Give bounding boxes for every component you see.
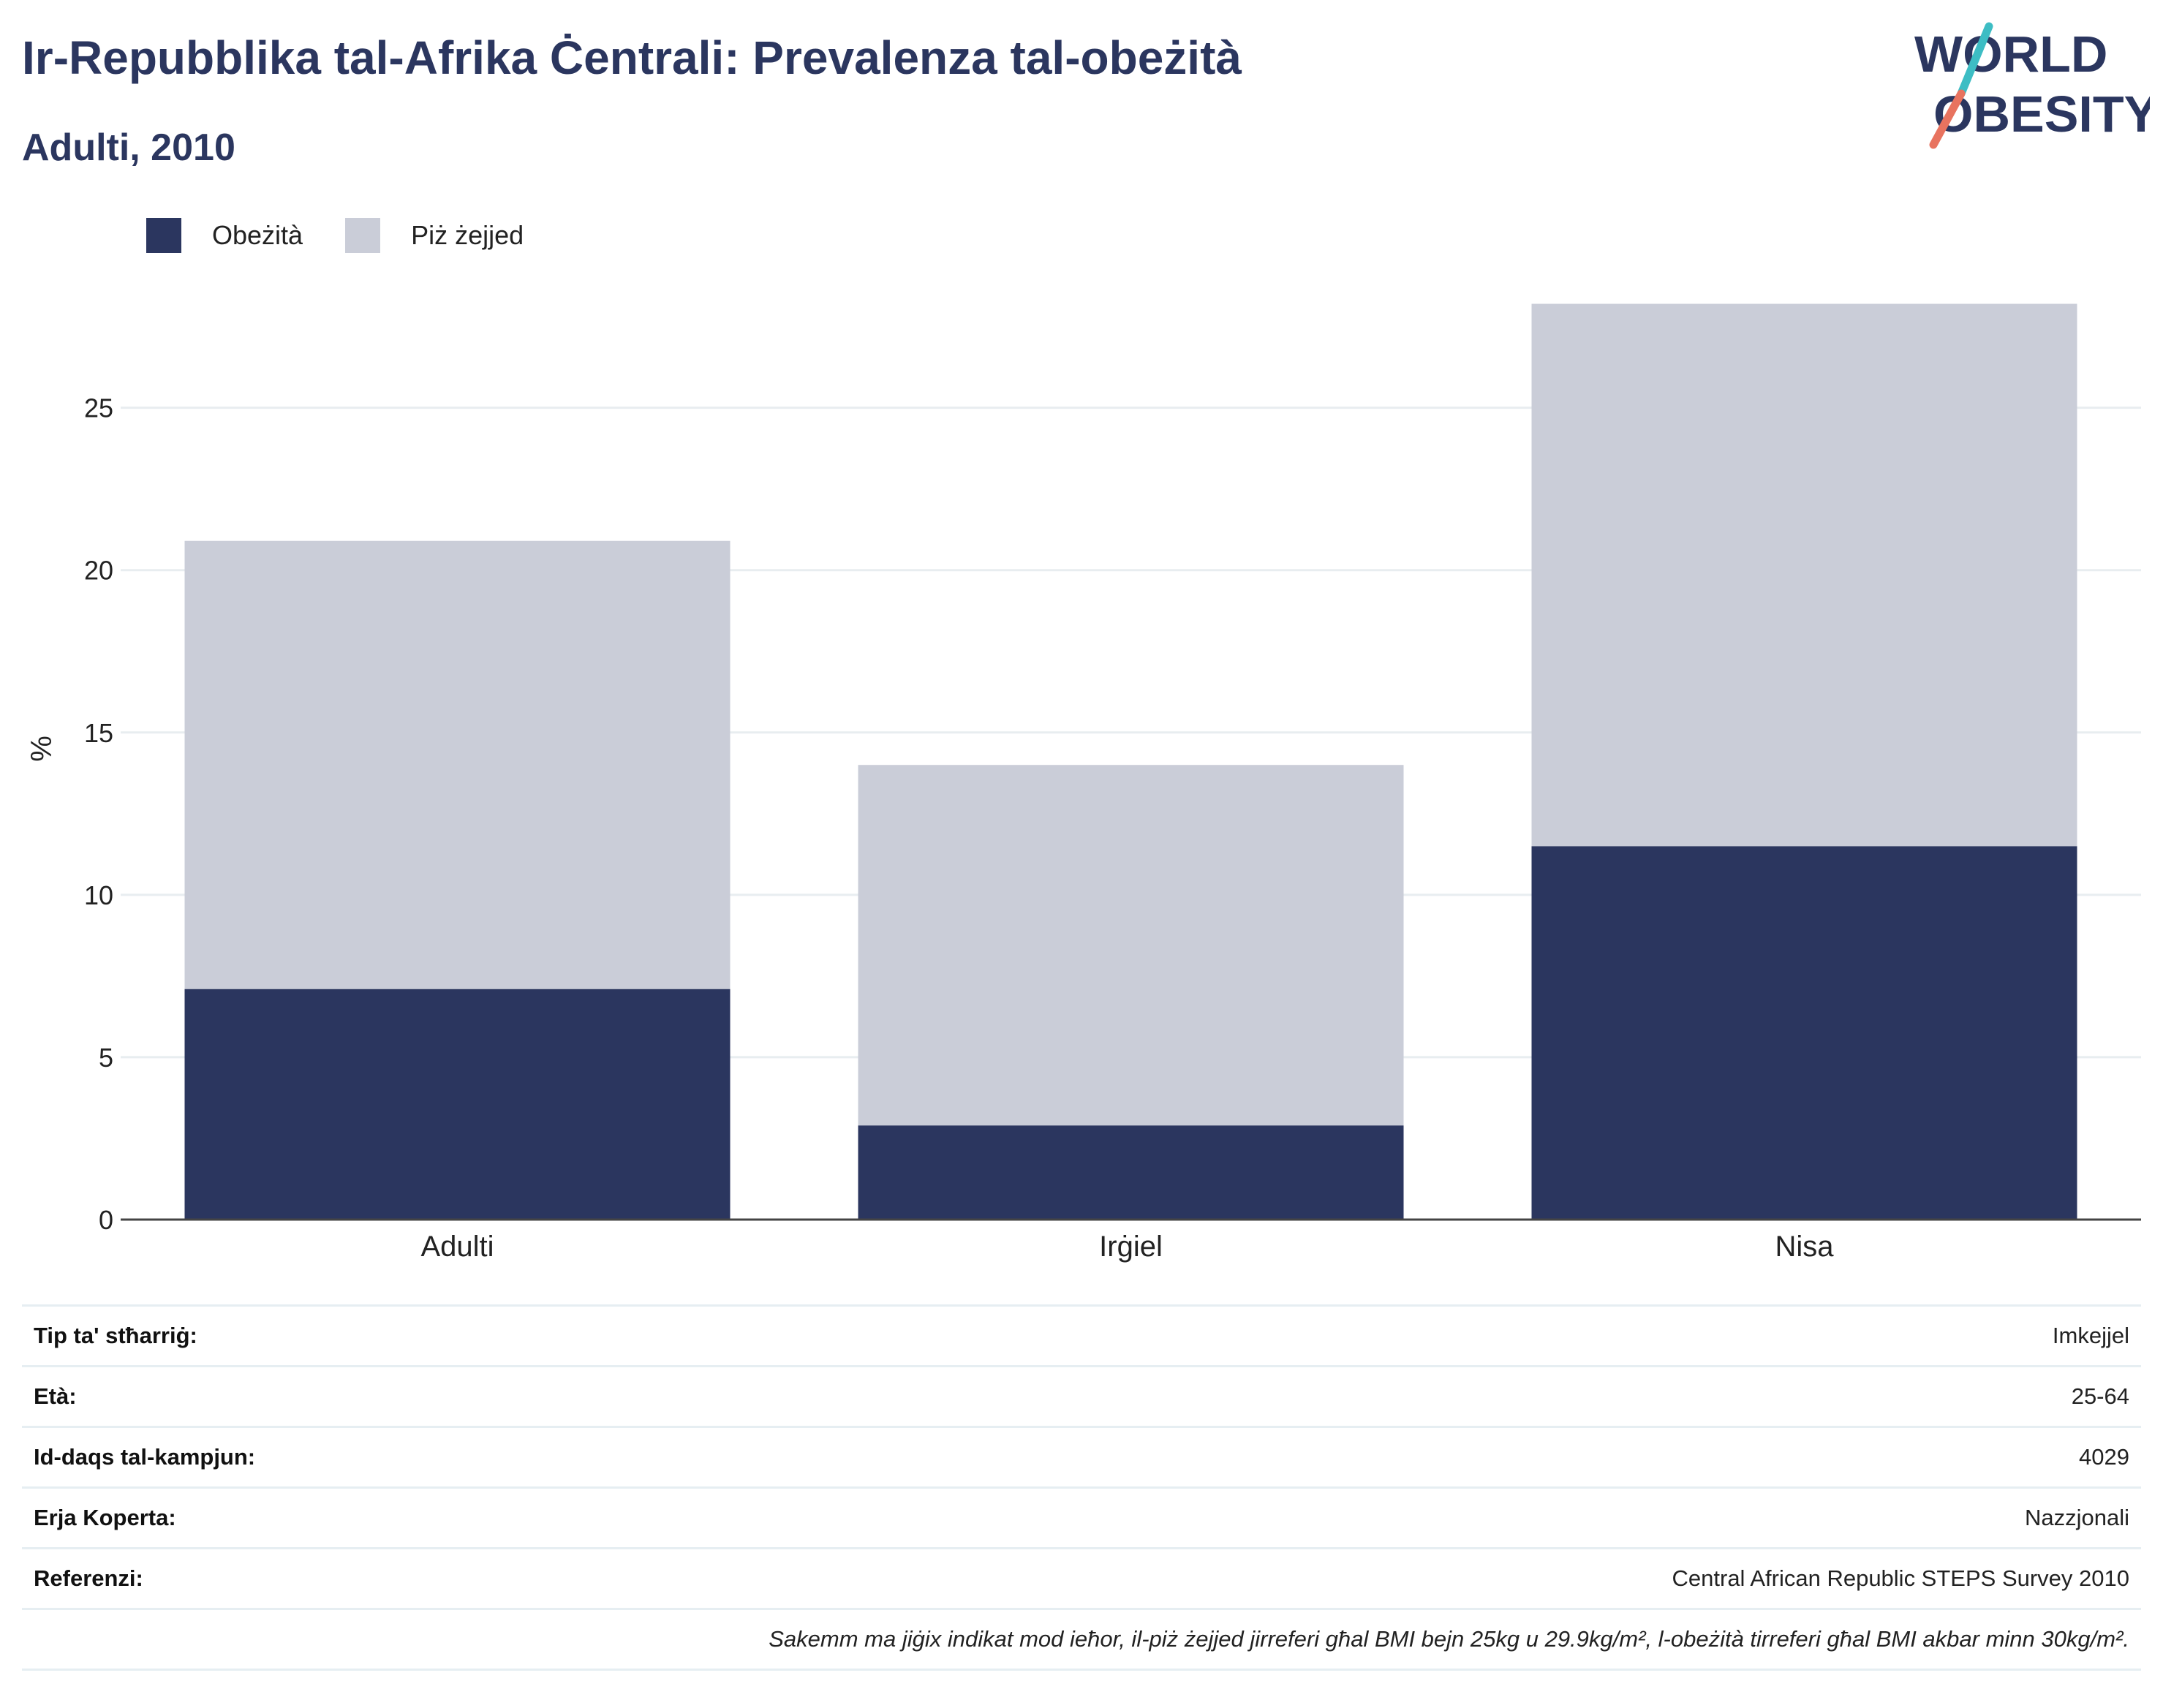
chart-subtitle: Adulti, 2010 [22, 126, 235, 169]
chart-legend: Obeżità Piż żejjed [146, 216, 566, 254]
table-row: Età: 25-64 [22, 1365, 2141, 1427]
bar-overweight [858, 765, 1404, 1126]
legend-label-obesity: Obeżità [212, 220, 303, 250]
detail-label: Id-daqs tal-kampjun: [22, 1426, 738, 1488]
table-row: Tip ta' stħarriġ: Imkejjel [22, 1304, 2141, 1367]
detail-value: Nazzjonali [737, 1486, 2141, 1549]
y-tick-label: 20 [84, 556, 113, 586]
y-tick-label: 10 [84, 880, 113, 910]
chart-title: Ir-Repubblika tal-Afrika Ċentrali: Preva… [22, 31, 1242, 84]
logo-line1: WORLD [1914, 26, 2107, 83]
world-obesity-logo: WORLD OBESITY [1914, 22, 2150, 149]
detail-label: Erja Koperta: [22, 1486, 738, 1549]
y-tick-label: 0 [99, 1205, 113, 1235]
y-tick-label: 15 [84, 718, 113, 748]
detail-label: Età: [22, 1365, 738, 1427]
detail-label: Referenzi: [22, 1547, 738, 1609]
logo-line2: OBESITY [1933, 86, 2150, 143]
table-row: Referenzi: Central African Republic STEP… [22, 1547, 2141, 1609]
bar-overweight [1531, 303, 2077, 847]
x-tick-label: Irġiel [1099, 1231, 1163, 1263]
legend-item-obesity: Obeżità [146, 218, 303, 253]
logo-slash-coral [1929, 89, 1966, 149]
bar-obesity [858, 1125, 1404, 1220]
bar-obesity [184, 989, 731, 1220]
legend-label-overweight: Piż żejjed [411, 220, 524, 250]
table-row: Sakemm ma jiġix indikat mod ieħor, il-pi… [22, 1608, 2141, 1671]
x-tick-label: Nisa [1775, 1231, 1834, 1263]
y-tick-label: 25 [84, 393, 113, 423]
bar-obesity [1531, 846, 2077, 1220]
detail-value: 25-64 [737, 1365, 2141, 1427]
legend-item-overweight: Piż żejjed [345, 218, 524, 253]
legend-swatch-obesity [146, 218, 181, 253]
x-tick-label: Adulti [420, 1231, 494, 1263]
footnote: Sakemm ma jiġix indikat mod ieħor, il-pi… [22, 1608, 2141, 1671]
survey-details-table: Tip ta' stħarriġ: Imkejjel Età: 25-64 Id… [22, 1304, 2141, 1671]
bar-chart: 0 5 10 15 20 25% Adulti Irġiel Nisa [26, 303, 2141, 1263]
table-row: Erja Koperta: Nazzjonali [22, 1486, 2141, 1549]
detail-value: Central African Republic STEPS Survey 20… [737, 1547, 2141, 1609]
legend-swatch-overweight [345, 218, 381, 253]
logo-slash-teal [1957, 22, 1993, 98]
y-axis-label: % [26, 736, 58, 762]
detail-value: Imkejjel [737, 1304, 2141, 1367]
detail-value: 4029 [737, 1426, 2141, 1488]
y-tick-label: 5 [99, 1043, 113, 1073]
table-row: Id-daqs tal-kampjun: 4029 [22, 1426, 2141, 1488]
detail-label: Tip ta' stħarriġ: [22, 1304, 738, 1367]
bar-overweight [184, 540, 731, 989]
